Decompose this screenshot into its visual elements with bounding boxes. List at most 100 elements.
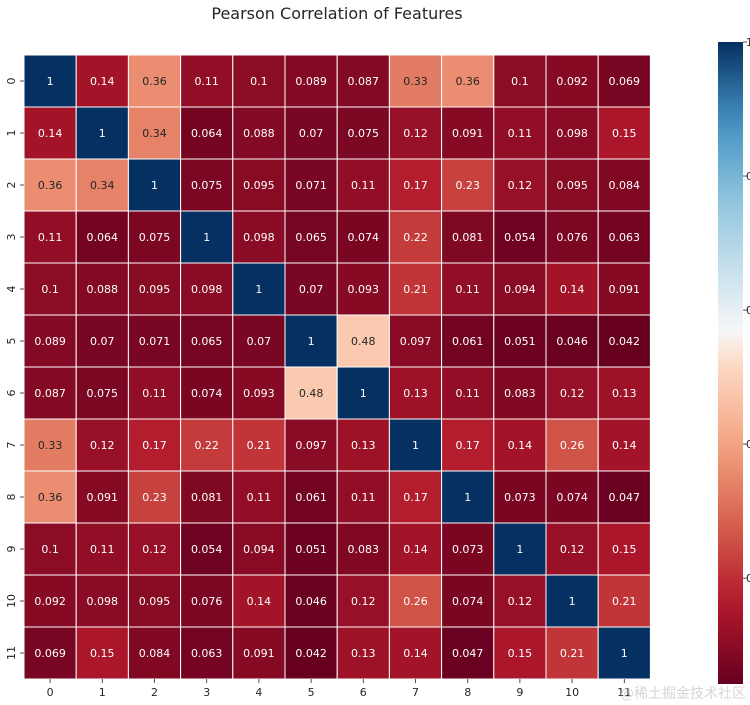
- heatmap-cell: [336, 366, 390, 420]
- heatmap-cell-label: 1: [360, 387, 367, 400]
- heatmap-cell: [127, 262, 182, 316]
- heatmap-cell-label: 0.14: [403, 543, 428, 556]
- heatmap-cell: [232, 418, 286, 472]
- heatmap-cell: [23, 574, 77, 628]
- heatmap-cell-label: 0.095: [139, 595, 171, 608]
- heatmap-cell-label: 0.088: [87, 283, 119, 296]
- heatmap-cell: [180, 366, 234, 420]
- heatmap-cell-label: 0.075: [139, 231, 171, 244]
- heatmap-cell-label: 0.48: [299, 387, 324, 400]
- heatmap-cell: [23, 418, 77, 472]
- heatmap-cell-label: 0.091: [609, 283, 641, 296]
- heatmap-cell: [493, 366, 547, 420]
- heatmap-cell: [441, 314, 495, 368]
- heatmap-cell: [336, 522, 390, 576]
- heatmap-cell-label: 0.071: [139, 335, 171, 348]
- heatmap-cell-label: 0.12: [560, 543, 585, 556]
- heatmap-cell-label: 0.042: [295, 647, 327, 660]
- heatmap-cell: [23, 210, 77, 264]
- heatmap-cell-label: 1: [47, 75, 54, 88]
- heatmap-cell-label: 0.054: [504, 231, 536, 244]
- heatmap-cell: [597, 470, 651, 524]
- heatmap-cell: [127, 210, 182, 264]
- heatmap-cell: [23, 262, 77, 316]
- heatmap-cell: [23, 54, 77, 108]
- heatmap-cell: [493, 626, 547, 680]
- heatmap-cell-label: 0.047: [452, 647, 484, 660]
- heatmap-cell: [232, 522, 286, 576]
- heatmap-cell: [232, 158, 286, 212]
- heatmap-cell-label: 0.26: [560, 439, 585, 452]
- heatmap-cell: [545, 418, 599, 472]
- heatmap-cell-label: 0.091: [452, 127, 484, 140]
- y-tick-label: 7: [5, 442, 18, 449]
- heatmap-cell-label: 0.061: [295, 491, 327, 504]
- heatmap-cell: [75, 366, 129, 420]
- heatmap-cell-label: 0.069: [34, 647, 66, 660]
- heatmap-cell-label: 0.36: [455, 75, 480, 88]
- heatmap-cell: [127, 574, 182, 628]
- heatmap-cell-label: 0.073: [504, 491, 536, 504]
- heatmap-cell-label: 0.071: [295, 179, 327, 192]
- heatmap-cell: [597, 210, 651, 264]
- heatmap-cell-label: 1: [464, 491, 471, 504]
- heatmap-cell-label: 0.21: [403, 283, 428, 296]
- heatmap-cell: [75, 574, 129, 628]
- heatmap-cell: [545, 470, 599, 524]
- heatmap-cell-label: 0.07: [247, 335, 272, 348]
- heatmap-cell-label: 0.07: [299, 127, 324, 140]
- heatmap-cell-label: 0.12: [351, 595, 376, 608]
- heatmap-cell: [127, 626, 182, 680]
- colorbar-tick-label: 0.4: [746, 438, 750, 451]
- heatmap-cell: [284, 470, 338, 524]
- heatmap-cell-label: 1: [99, 127, 106, 140]
- heatmap-cell-label: 0.063: [191, 647, 223, 660]
- heatmap-cell: [388, 262, 443, 316]
- heatmap-cell: [336, 158, 390, 212]
- heatmap-cell: [597, 158, 651, 212]
- heatmap-cell-label: 0.092: [556, 75, 588, 88]
- heatmap-cell: [441, 574, 495, 628]
- heatmap-cell-label: 0.11: [90, 543, 115, 556]
- heatmap-cell-label: 0.075: [87, 387, 119, 400]
- heatmap-cell: [597, 366, 651, 420]
- heatmap-cell-label: 1: [255, 283, 262, 296]
- heatmap-cell: [23, 470, 77, 524]
- heatmap-cell: [284, 106, 338, 160]
- heatmap-cell-label: 0.33: [403, 75, 428, 88]
- heatmap-cell-label: 0.065: [191, 335, 223, 348]
- heatmap-cell-label: 0.12: [508, 595, 533, 608]
- heatmap-cell-label: 0.14: [38, 127, 63, 140]
- heatmap-cell-label: 0.26: [403, 595, 428, 608]
- heatmap-cell-label: 0.095: [243, 179, 275, 192]
- heatmap-cell: [545, 262, 599, 316]
- heatmap-cell: [232, 262, 286, 316]
- heatmap-cell: [336, 574, 390, 628]
- x-tick-label: 6: [360, 686, 367, 699]
- heatmap-cell-label: 1: [516, 543, 523, 556]
- heatmap-cell-label: 0.093: [348, 283, 380, 296]
- heatmap-cell: [127, 418, 182, 472]
- heatmap-cell: [284, 262, 338, 316]
- heatmap-cell-label: 0.11: [247, 491, 272, 504]
- heatmap-cell: [597, 418, 651, 472]
- heatmap-cell-label: 0.046: [295, 595, 327, 608]
- watermark-text: @稀土掘金技术社区: [620, 686, 746, 702]
- x-tick-label: 3: [203, 686, 210, 699]
- heatmap-cell-label: 0.36: [38, 179, 63, 192]
- heatmap-cell-label: 0.17: [403, 179, 428, 192]
- heatmap-cell-label: 0.11: [142, 387, 167, 400]
- heatmap-cell: [180, 106, 234, 160]
- heatmap-cell-label: 0.12: [142, 543, 167, 556]
- heatmap-cell-label: 0.051: [295, 543, 327, 556]
- y-tick-label: 9: [5, 546, 18, 553]
- chart-title: Pearson Correlation of Features: [211, 4, 462, 23]
- heatmap-cell-label: 0.089: [34, 335, 66, 348]
- heatmap-cell-label: 0.083: [348, 543, 380, 556]
- heatmap-cell-labels: 1 0.14 0.36 0.11 0.1 0.089 0.087 0.33 0.36 0.1 0.0…: [34, 75, 640, 660]
- heatmap-cell: [597, 106, 651, 160]
- colorbar-tick-label: 0.8: [746, 170, 750, 183]
- x-tick-label: 9: [516, 686, 523, 699]
- heatmap-cell: [180, 522, 234, 576]
- heatmap-cell-label: 0.21: [247, 439, 272, 452]
